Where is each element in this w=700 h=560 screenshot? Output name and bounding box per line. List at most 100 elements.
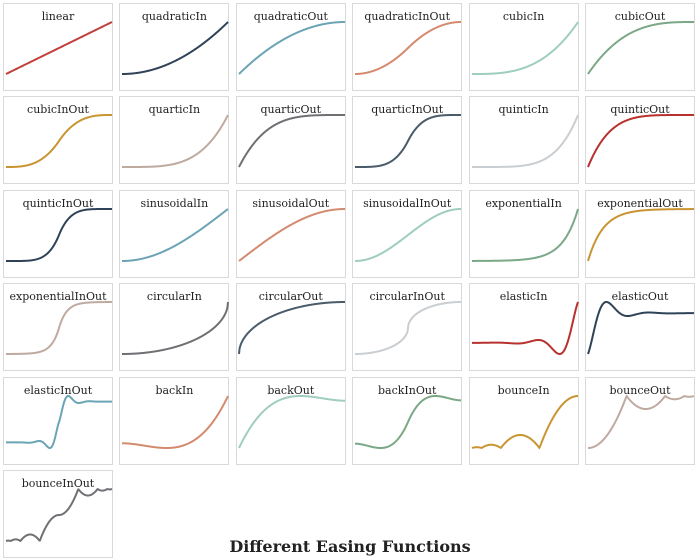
panel-quinticOut: quinticOut — [585, 96, 695, 185]
panel-sinusoidalOut: sinusoidalOut — [235, 189, 346, 278]
panel-plot — [238, 21, 345, 75]
easing-curve-exponentialIn — [471, 208, 579, 262]
easing-chart-grid: linear quadraticIn quadraticOut quadraticIn… — [3, 3, 695, 558]
panel-plot — [237, 301, 345, 355]
panel-sinusoidalIn: sinusoidalIn — [119, 189, 230, 278]
panel-title: elasticIn — [499, 290, 548, 304]
panel-quarticOut: quarticOut — [235, 96, 346, 185]
panel-plot — [5, 301, 113, 356]
easing-curve-quadraticInOut — [355, 21, 462, 75]
easing-curve-backOut — [237, 394, 345, 449]
panel-sinusoidalInOut: sinusoidalInOut — [352, 189, 463, 278]
panel-plot — [122, 208, 230, 262]
panel-plot — [122, 302, 230, 356]
panel-title: elasticInOut — [23, 383, 93, 397]
panel-title: exponentialOut — [597, 196, 683, 210]
panel-linear: linear — [3, 3, 113, 91]
panel-title: bounceOut — [609, 383, 671, 397]
easing-curve-elasticOut — [587, 301, 695, 355]
panel-quarticInOut: quarticInOut — [352, 96, 463, 185]
panel-plot — [237, 114, 345, 168]
panel-plot — [471, 208, 579, 262]
panel-plot — [5, 394, 113, 449]
easing-curve-backIn — [122, 395, 230, 449]
panel-cubicIn: cubicIn — [468, 3, 579, 91]
panel-plot — [471, 394, 578, 450]
panel-plot — [355, 21, 462, 75]
easing-curve-bounceIn — [471, 394, 578, 450]
panel-quadraticIn: quadraticIn — [119, 3, 230, 91]
panel-elasticOut: elasticOut — [585, 283, 695, 372]
easing-curve-cubicIn — [471, 21, 579, 75]
easing-curve-exponentialInOut — [5, 301, 113, 356]
easing-curve-quadraticIn — [122, 21, 230, 75]
panel-plot — [355, 114, 462, 169]
panel-title: exponentialInOut — [9, 290, 107, 304]
panel-plot — [122, 114, 230, 169]
panel-plot — [587, 301, 695, 355]
panel-plot — [355, 301, 462, 356]
panel-title: elasticOut — [611, 290, 669, 304]
panel-circularInOut: circularInOut — [352, 283, 463, 372]
panel-title: backOut — [267, 383, 315, 397]
panel-exponentialInOut: exponentialInOut — [3, 283, 113, 372]
panel-plot — [471, 21, 579, 75]
panel-plot — [5, 21, 113, 75]
panel-plot — [587, 394, 695, 449]
easing-curve-quinticOut — [587, 114, 694, 168]
panel-quadraticOut: quadraticOut — [235, 3, 346, 91]
easing-curve-circularIn — [122, 302, 230, 356]
panel-backInOut: backInOut — [352, 376, 463, 465]
easing-curve-quarticInOut — [355, 114, 462, 169]
panel-plot — [122, 21, 230, 75]
panel-plot — [587, 207, 695, 262]
panel-title: quadraticOut — [253, 10, 328, 23]
panel-exponentialOut: exponentialOut — [585, 189, 695, 278]
easing-curve-cubicInOut — [6, 114, 112, 169]
panel-bounceIn: bounceIn — [468, 376, 579, 465]
panel-backOut: backOut — [235, 376, 346, 465]
panel-title: circularIn — [146, 290, 202, 304]
easing-curve-sinusoidalInOut — [355, 207, 462, 262]
panel-bounceInOut: bounceInOut — [3, 470, 113, 558]
easing-curve-quarticOut — [237, 114, 345, 168]
panel-plot — [6, 207, 112, 262]
chart-main-title: Different Easing Functions — [229, 537, 471, 556]
panel-title: sinusoidalIn — [140, 196, 209, 210]
panel-plot — [237, 394, 345, 449]
easing-curve-circularOut — [237, 301, 345, 355]
panel-plot — [471, 115, 579, 169]
panel-title: cubicIn — [502, 10, 545, 23]
easing-curve-linear — [5, 21, 113, 75]
easing-curve-cubicOut — [587, 21, 694, 75]
panel-plot — [122, 395, 230, 449]
panel-title: backInOut — [377, 383, 437, 397]
panel-plot — [238, 207, 345, 262]
easing-curve-elasticIn — [471, 301, 579, 356]
panel-title: circularInOut — [369, 290, 445, 304]
panel-title: quarticInOut — [371, 103, 444, 117]
panel-quarticIn: quarticIn — [119, 96, 230, 185]
panel-plot — [587, 114, 694, 168]
panel-circularOut: circularOut — [235, 283, 346, 372]
panel-title: bounceIn — [497, 383, 550, 397]
panel-title: sinusoidalOut — [252, 196, 330, 210]
panel-title: quadraticIn — [141, 10, 207, 23]
panel-circularIn: circularIn — [119, 283, 230, 372]
panel-title: cubicOut — [614, 10, 666, 23]
panel-title: exponentialIn — [485, 196, 562, 210]
panel-elasticIn: elasticIn — [468, 283, 579, 372]
easing-curve-circularInOut — [355, 301, 462, 356]
panel-title: linear — [41, 10, 75, 23]
easing-curve-bounceOut — [587, 394, 695, 449]
easing-curve-quinticInOut — [6, 207, 112, 262]
panel-plot — [6, 114, 112, 169]
panel-title: quarticOut — [260, 103, 322, 117]
easing-curve-quadraticOut — [238, 21, 345, 75]
panel-title: sinusoidalInOut — [363, 196, 452, 210]
easing-curve-sinusoidalIn — [122, 208, 230, 262]
panel-title: quinticIn — [498, 103, 549, 117]
panel-elasticInOut: elasticInOut — [3, 376, 113, 465]
easing-curve-exponentialOut — [587, 207, 695, 262]
panel-title: quadraticInOut — [364, 10, 450, 23]
